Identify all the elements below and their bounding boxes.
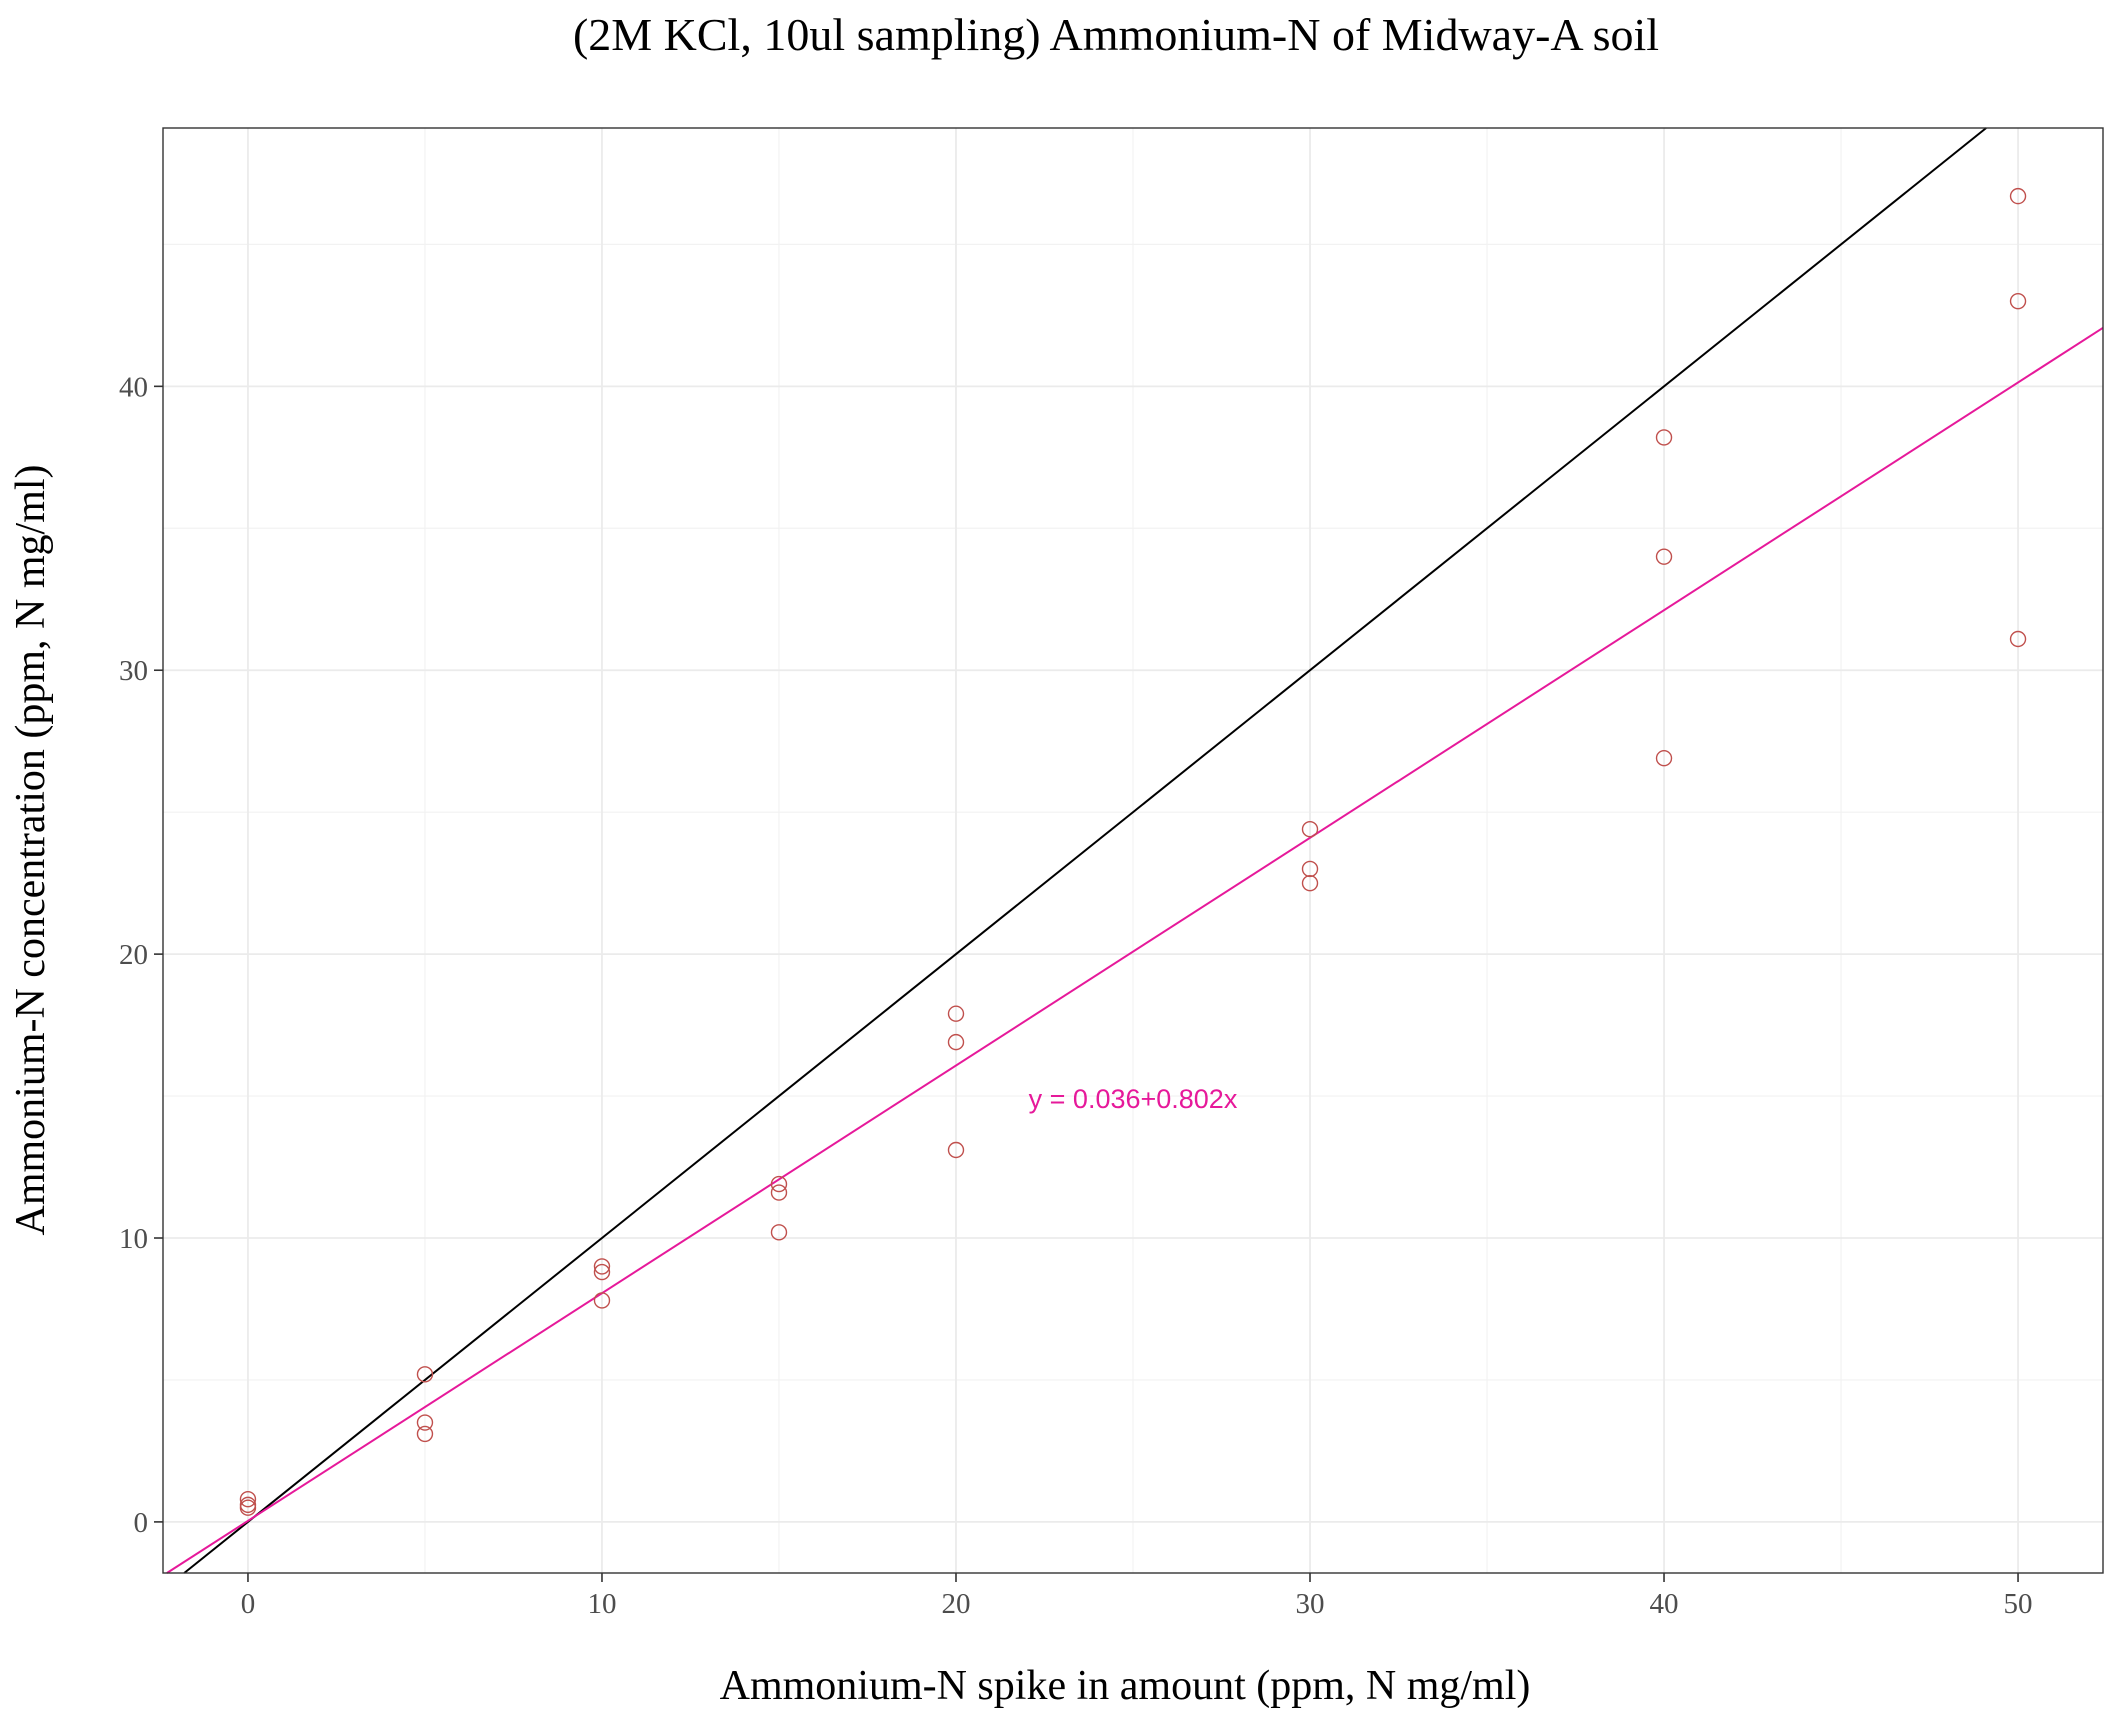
- x-tick-label: 0: [241, 1588, 256, 1620]
- chart-title: (2M KCl, 10ul sampling) Ammonium-N of Mi…: [573, 9, 1659, 60]
- major-gridlines: [163, 128, 2103, 1573]
- data-point: [239, 1490, 257, 1508]
- data-point: [416, 1414, 434, 1431]
- minor-gridlines: [163, 128, 2103, 1573]
- x-axis-ticks: 0 10 20 30 40 50: [241, 1573, 2033, 1620]
- regression-equation-label: y = 0.036+0.802x: [1029, 1084, 1238, 1114]
- data-point: [593, 1258, 611, 1275]
- data-point: [1655, 750, 1673, 767]
- data-point: [593, 1263, 611, 1281]
- data-point: [947, 1033, 965, 1051]
- fit-lines: [166, 127, 2104, 1574]
- plot-panel-border: [162, 127, 2104, 1574]
- y-tick-label: 40: [119, 371, 148, 403]
- data-point: [1301, 874, 1319, 892]
- data-point: [416, 1425, 434, 1443]
- data-point: [770, 1175, 788, 1193]
- regression-line: [166, 326, 2104, 1574]
- data-point: [2009, 187, 2027, 205]
- x-tick-label: 10: [587, 1588, 616, 1620]
- y-tick-label: 10: [119, 1223, 148, 1255]
- data-point: [770, 1224, 788, 1241]
- y-tick-label: 30: [119, 655, 148, 687]
- data-point: [2009, 630, 2027, 648]
- x-axis-title: Ammonium-N spike in amount (ppm, N mg/ml…: [720, 1663, 1531, 1709]
- data-point: [1655, 429, 1673, 446]
- y-axis-ticks: 0 10 20 30 40: [119, 371, 163, 1539]
- data-point: [947, 1141, 965, 1159]
- data-point: [1301, 821, 1319, 838]
- identity-line: [183, 127, 1987, 1574]
- data-point: [2009, 292, 2027, 310]
- data-points: [239, 187, 2027, 1516]
- x-tick-label: 50: [2004, 1588, 2033, 1620]
- data-point: [239, 1496, 257, 1514]
- data-point: [1655, 548, 1673, 565]
- data-point: [770, 1184, 788, 1201]
- y-tick-label: 0: [134, 1507, 149, 1539]
- x-tick-label: 40: [1650, 1588, 1679, 1620]
- x-tick-label: 20: [941, 1588, 970, 1620]
- y-tick-label: 20: [119, 939, 148, 971]
- data-point: [947, 1005, 965, 1022]
- data-point: [593, 1292, 611, 1309]
- data-point: [1301, 860, 1319, 878]
- x-tick-label: 30: [1296, 1588, 1325, 1620]
- y-axis-title: Ammonium-N concentration (ppm, N mg/ml): [8, 464, 54, 1235]
- data-point: [416, 1366, 434, 1383]
